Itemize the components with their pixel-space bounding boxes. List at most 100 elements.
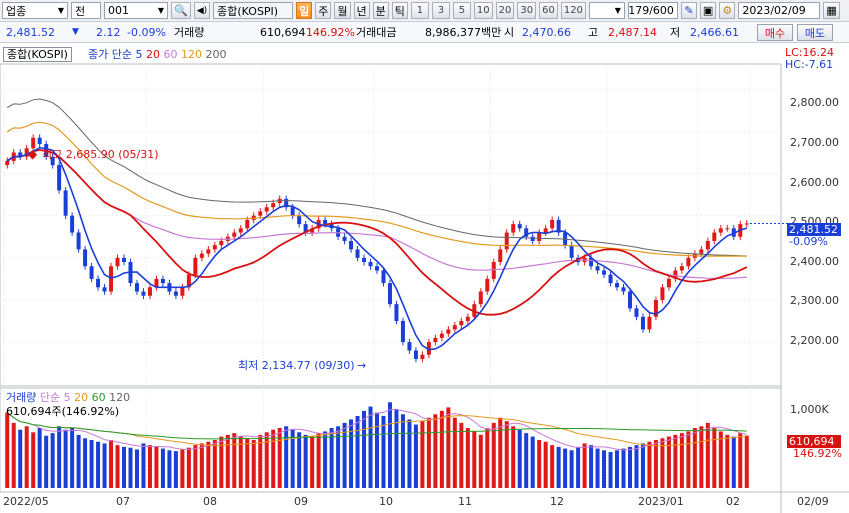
candle (219, 240, 224, 246)
settings-button[interactable]: ⚙ (719, 2, 736, 19)
volume-bar (96, 441, 101, 488)
volume-bar (180, 449, 185, 488)
interval-30[interactable]: 30 (517, 2, 537, 19)
interval-label: 3 (437, 5, 445, 16)
price-legend-name[interactable]: 종합(KOSPI) (3, 47, 72, 62)
candle (666, 278, 671, 288)
candle (76, 232, 81, 250)
candle (141, 291, 146, 296)
interval-20[interactable]: 20 (495, 2, 515, 19)
candle (199, 253, 204, 258)
candle (375, 266, 379, 271)
volume-bar (647, 441, 652, 488)
volume-bar (18, 429, 23, 488)
high-label: 고 (588, 26, 599, 39)
volume-bar (381, 416, 386, 488)
ma-legend-20: 20 (145, 48, 160, 61)
period-week-label: 주 (318, 4, 329, 18)
volume-bar (705, 422, 710, 488)
legend-name-text: 종합(KOSPI) (7, 48, 68, 61)
date-tick: 12 (550, 495, 564, 508)
calendar-button[interactable]: ▦ (823, 2, 840, 19)
candle (102, 287, 107, 292)
candle (446, 329, 451, 334)
tool-button[interactable]: ✎ (680, 2, 697, 19)
date-tick: 11 (458, 495, 472, 508)
volume-bar (511, 426, 516, 488)
period-year[interactable]: 년 (353, 2, 370, 19)
volume-bar (524, 433, 529, 488)
code-input[interactable]: 001 ▼ (104, 2, 168, 19)
volume-bar (615, 450, 620, 488)
volume-bar (199, 443, 204, 488)
candle (109, 266, 114, 292)
price-tick: 2,700.00 (790, 136, 839, 149)
candle (407, 342, 412, 351)
period-minute[interactable]: 분 (372, 2, 389, 19)
candle (718, 228, 723, 233)
index-name-field: 종합(KOSPI) (213, 2, 294, 19)
ma-200-line (6, 98, 747, 257)
interval-1[interactable]: 1 (410, 2, 429, 19)
market-select[interactable]: 업종 ▼ (2, 2, 68, 19)
interval-10[interactable]: 10 (473, 2, 493, 19)
volume-bar (725, 434, 730, 488)
volume-bar (491, 422, 496, 488)
volume-bar (355, 416, 360, 488)
candle (31, 137, 36, 149)
volume-bar (167, 450, 172, 488)
candle (465, 316, 470, 322)
interval-custom-select[interactable]: ▼ (588, 2, 625, 19)
volume-bar (37, 428, 42, 488)
candle (115, 257, 120, 267)
price-chart[interactable]: ◆→ (0, 43, 849, 513)
disk-icon: ▣ (702, 4, 714, 17)
period-week[interactable]: 주 (315, 2, 332, 19)
index-name-value: 종합(KOSPI) (217, 4, 279, 18)
period-minute-label: 분 (375, 4, 386, 18)
volume-bar (31, 432, 36, 488)
interval-3[interactable]: 3 (431, 2, 450, 19)
quote-change: 2.12 (96, 25, 121, 39)
period-tick[interactable]: 틱 (391, 2, 408, 19)
candle (485, 278, 490, 292)
speaker-button[interactable]: ◀) (193, 2, 211, 19)
volume-bar (595, 448, 600, 488)
volume-bar (362, 410, 367, 488)
date-tick: 08 (203, 495, 217, 508)
volume-bar (297, 432, 302, 488)
price-tick: 2,400.00 (790, 255, 839, 268)
candle (245, 219, 250, 229)
count-field[interactable]: 179/600 (627, 2, 678, 19)
interval-60[interactable]: 60 (539, 2, 558, 19)
volume-bar (504, 421, 509, 488)
interval-5[interactable]: 5 (452, 2, 471, 19)
candle (180, 287, 185, 296)
volume-bar (76, 434, 81, 488)
lc-label: LC:16.24 (785, 46, 835, 59)
candle (89, 266, 94, 279)
date-field[interactable]: 2023/02/09 (738, 2, 821, 19)
candle (634, 308, 639, 317)
period-day[interactable]: 일 (296, 2, 313, 19)
search-button[interactable]: 🔍 (171, 2, 191, 19)
buy-button[interactable]: 매수 (757, 24, 793, 41)
candle (517, 224, 522, 229)
interval-label: 5 (458, 5, 466, 16)
candle (186, 274, 191, 288)
candle (595, 266, 600, 271)
candle (362, 257, 367, 263)
sell-button[interactable]: 매도 (797, 24, 833, 41)
candle (284, 198, 289, 208)
period-month[interactable]: 월 (334, 2, 351, 19)
volume-bar (122, 446, 127, 488)
save-button[interactable]: ▣ (699, 2, 717, 19)
interval-label: 10 (476, 5, 490, 16)
volume-bar (329, 428, 334, 488)
interval-120[interactable]: 120 (560, 2, 586, 19)
candle (452, 325, 457, 330)
volume-bar (336, 426, 341, 488)
volume-bar (673, 434, 678, 488)
type-select[interactable]: 전 (71, 2, 101, 19)
volume-bar (342, 422, 347, 488)
